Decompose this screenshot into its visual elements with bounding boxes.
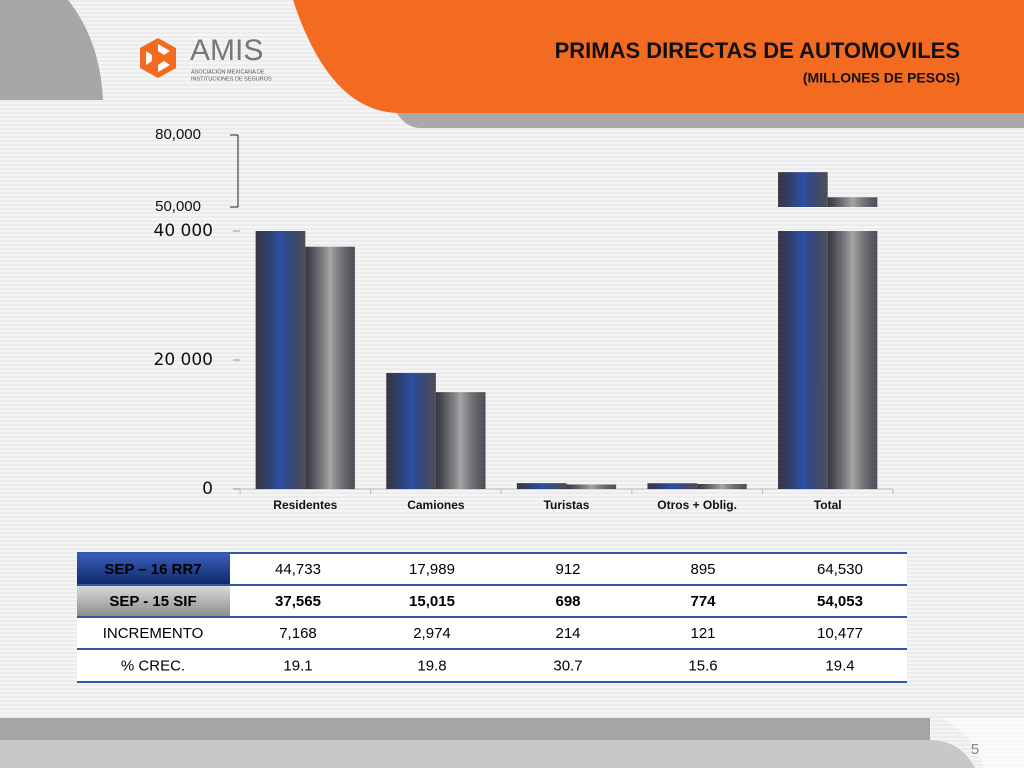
corner-shape xyxy=(0,0,103,100)
page-number: 5 xyxy=(971,741,979,758)
cell-value: 2,974 xyxy=(413,625,451,642)
bar xyxy=(255,231,306,489)
header-band xyxy=(293,0,1024,113)
chart: 0 20 000 40 000 50,000 80,000 Residentes Camio… xyxy=(154,126,894,512)
cell-value: 895 xyxy=(690,561,715,578)
footer-band xyxy=(0,718,930,740)
logo-subtitle: INSTITUCIONES DE SEGUROS xyxy=(191,76,272,82)
cell-value: 15,015 xyxy=(409,593,455,610)
bar xyxy=(566,484,617,489)
cell-value: 912 xyxy=(555,561,580,578)
cell-value: 30.7 xyxy=(553,657,582,674)
y-tick-label: 20 000 xyxy=(154,350,213,370)
bar xyxy=(305,246,355,489)
cell-value: 54,053 xyxy=(817,593,863,610)
x-tick-label: Residentes xyxy=(273,498,337,512)
bar-upper xyxy=(827,197,878,207)
logo-icon xyxy=(140,38,176,78)
slide-title: PRIMAS DIRECTAS DE AUTOMOVILES xyxy=(555,38,960,63)
cell-value: 698 xyxy=(555,593,580,610)
cell-value: 64,530 xyxy=(817,561,863,578)
row-head-bg xyxy=(77,586,230,617)
logo-text: AMIS xyxy=(190,34,263,67)
cell-value: 17,989 xyxy=(409,561,455,578)
bar xyxy=(827,231,878,489)
slide-subtitle: (MILLONES DE PESOS) xyxy=(803,70,960,86)
cell-value: 44,733 xyxy=(275,561,321,578)
row-label: SEP - 15 SIF xyxy=(109,593,196,610)
cell-value: 19.4 xyxy=(825,657,854,674)
y-tick-label: 0 xyxy=(202,479,213,499)
cell-value: 774 xyxy=(690,593,716,610)
upper-tick-label: 80,000 xyxy=(155,126,201,143)
x-tick-label: Turistas xyxy=(544,498,590,512)
x-tick-label: Otros + Oblig. xyxy=(657,498,737,512)
footer-shape xyxy=(0,740,975,768)
x-tick-label: Camiones xyxy=(407,498,465,512)
bar xyxy=(516,483,567,489)
bar xyxy=(435,392,486,489)
cell-value: 19.1 xyxy=(283,657,312,674)
bar xyxy=(778,231,828,489)
row-label: % CREC. xyxy=(121,657,185,674)
cell-value: 214 xyxy=(555,625,580,642)
footer-corner xyxy=(940,718,1024,768)
cell-value: 7,168 xyxy=(279,625,317,642)
bar-upper xyxy=(778,172,828,207)
y-tick-label: 40 000 xyxy=(154,221,213,241)
row-label: SEP – 16 RR7 xyxy=(104,561,201,578)
row-label: INCREMENTO xyxy=(103,625,204,642)
x-tick-label: Total xyxy=(814,498,842,512)
logo-subtitle: ASOCIACIÓN MEXICANA DE xyxy=(191,68,265,75)
cell-value: 10,477 xyxy=(817,625,863,642)
row-head-bg xyxy=(77,554,230,585)
bar xyxy=(697,484,747,489)
cell-value: 15.6 xyxy=(688,657,717,674)
cell-value: 121 xyxy=(690,625,715,642)
cell-value: 19.8 xyxy=(417,657,446,674)
upper-tick-label: 50,000 xyxy=(155,198,201,215)
cell-value: 37,565 xyxy=(275,593,321,610)
bar xyxy=(386,372,436,489)
bar xyxy=(647,483,698,489)
data-table: SEP – 16 RR7 44,733 17,989 912 895 64,530 SEP … xyxy=(77,552,907,683)
